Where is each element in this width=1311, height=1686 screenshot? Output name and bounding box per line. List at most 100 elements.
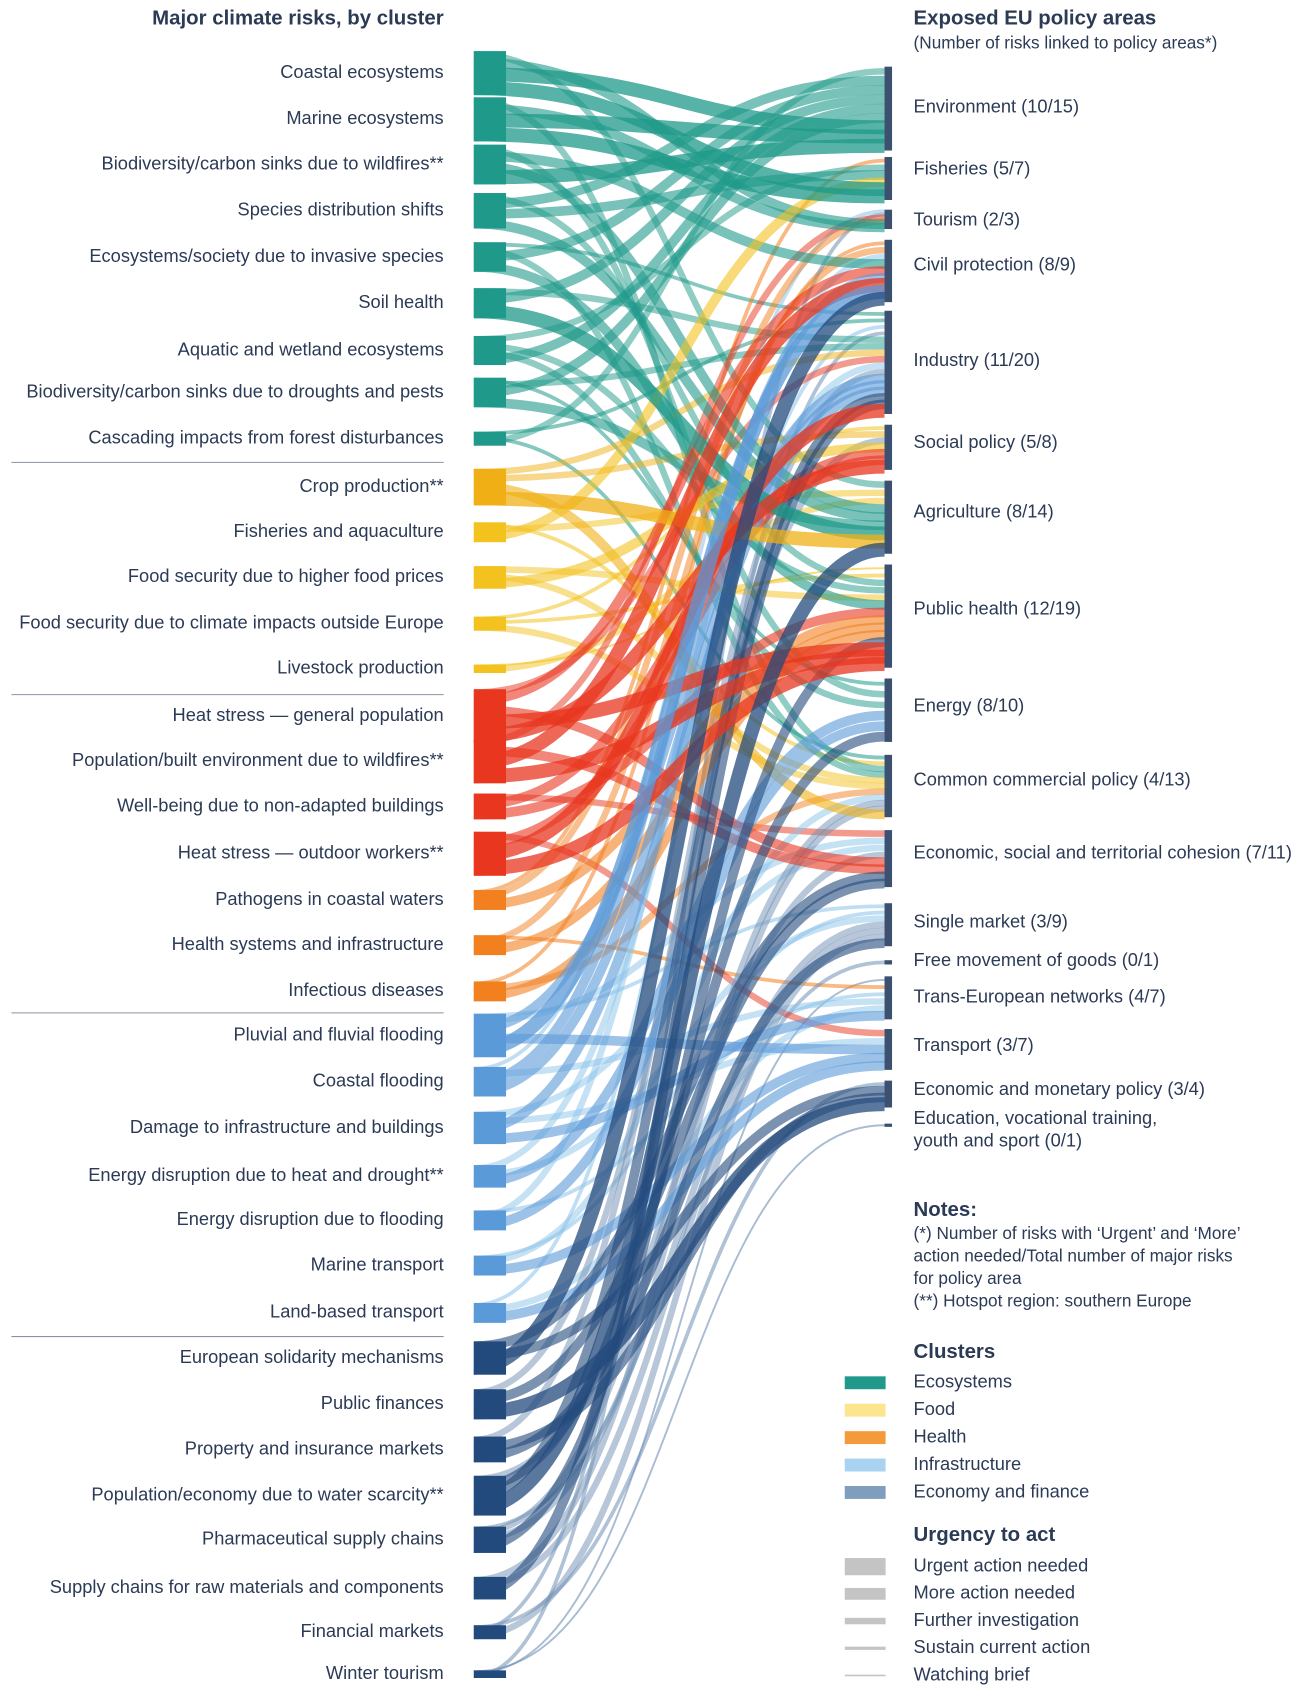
legend-label: Economy and finance [914,1480,1090,1501]
risk-label: Cascading impacts from forest disturbanc… [88,427,443,448]
risk-label: Biodiversity/carbon sinks due to wildfir… [102,152,444,173]
policy-node [884,678,893,742]
risk-label: Food security due to climate impacts out… [19,611,443,632]
flow [473,277,885,770]
risk-node [473,1670,507,1678]
risk-node [473,468,507,506]
risk-node [473,1302,507,1323]
policy-node [884,480,893,554]
flow [473,878,885,1406]
policy-node [884,66,893,151]
risk-node [473,664,507,674]
risk-node [473,739,507,784]
risk-label: Fisheries and aquaculture [233,520,443,541]
risk-label: Energy disruption due to flooding [177,1208,444,1229]
flow [473,542,885,1516]
risk-node [473,890,507,910]
flow [473,657,885,876]
risk-node [473,97,507,142]
flow [473,138,885,185]
urgency-swatch [844,1674,886,1677]
policy-label: Social policy (5/8) [914,431,1058,452]
risk-label: Pathogens in coastal waters [215,888,443,909]
risk-node [473,1625,507,1640]
policy-label: Common commercial policy (4/13) [914,768,1191,789]
flows [473,51,885,1678]
risk-node [473,1341,507,1375]
risk-node [473,689,507,744]
risk-node [473,935,507,956]
flow [473,1097,885,1420]
right-subtitle: (Number of risks linked to policy areas*… [914,33,1218,53]
risk-node [473,431,507,446]
policy-label: Public health (12/19) [914,597,1082,618]
legend-label: Food [914,1398,956,1419]
risk-label: Property and insurance markets [185,1437,444,1458]
risk-label: Winter tourism [326,1662,444,1683]
flow [473,177,885,543]
urgency-label: Sustain current action [914,1636,1091,1657]
policy-label: Tourism (2/3) [914,208,1021,229]
legend-swatch [844,1486,886,1499]
policy-node [884,239,893,303]
flow [473,193,885,587]
policy-label: Civil protection (8/9) [914,253,1076,274]
flow [473,380,885,1097]
risk-label: Supply chains for raw materials and comp… [50,1576,444,1597]
urgency-label: Watching brief [914,1663,1031,1684]
risk-node [473,981,507,1002]
flow [473,637,885,1553]
flow [473,393,885,1502]
risk-node [473,566,507,589]
flow [473,160,885,514]
policy-node [884,1029,893,1070]
flow [473,67,885,135]
legend-label: Ecosystems [914,1371,1012,1392]
risk-label: Biodiversity/carbon sinks due to drought… [26,380,443,401]
risk-label: Coastal flooding [313,1070,444,1091]
policy-label: Industry (11/20) [914,349,1041,370]
flow [473,151,885,269]
risk-node [473,1475,507,1516]
risk-node [473,377,507,408]
policy-node [884,903,893,947]
note-line: for policy area [914,1268,1022,1288]
flow [473,113,885,144]
policy-label: Economic, social and territorial cohesio… [914,842,1292,863]
flow [473,1124,885,1673]
urgency-label: Urgent action needed [914,1554,1089,1575]
urgency-title: Urgency to act [914,1524,1056,1546]
note-line: (*) Number of risks with ‘Urgent’ and ‘M… [914,1223,1241,1243]
risk-label: Soil health [358,291,443,312]
risk-label: Heat stress — general population [173,704,444,725]
policy-node [884,1080,893,1108]
risk-label: Damage to infrastructure and buildings [130,1116,444,1137]
risk-label: Financial markets [301,1620,444,1641]
risk-node [473,1436,507,1463]
risk-node [473,522,507,543]
policy-node [884,960,893,965]
flow [473,459,885,744]
risk-label: Pluvial and fluvial flooding [233,1023,443,1044]
policy-label: youth and sport (0/1) [914,1130,1083,1151]
risk-label: Marine ecosystems [286,107,443,128]
policy-label: Single market (3/9) [914,910,1068,931]
legend-label: Health [914,1425,967,1446]
risk-label: Crop production** [299,475,443,496]
risk-label: Population/economy due to water scarcity… [91,1484,443,1505]
risk-node [473,1526,507,1553]
risk-node [473,1389,507,1420]
urgency-swatch [844,1587,886,1600]
risk-node [473,288,507,319]
right-title: Exposed EU policy areas [914,8,1157,30]
legend-swatch [844,1431,886,1445]
risk-label: Pharmaceutical supply chains [202,1528,444,1549]
policy-label: Transport (3/7) [914,1034,1034,1055]
risk-label: Population/built environment due to wild… [72,749,444,770]
risk-node [473,336,507,366]
policy-label: Fisheries (5/7) [914,158,1031,179]
policy-node [884,424,893,470]
legend-swatch [844,1458,886,1472]
urgency-swatch [844,1617,886,1625]
flow [473,304,885,541]
